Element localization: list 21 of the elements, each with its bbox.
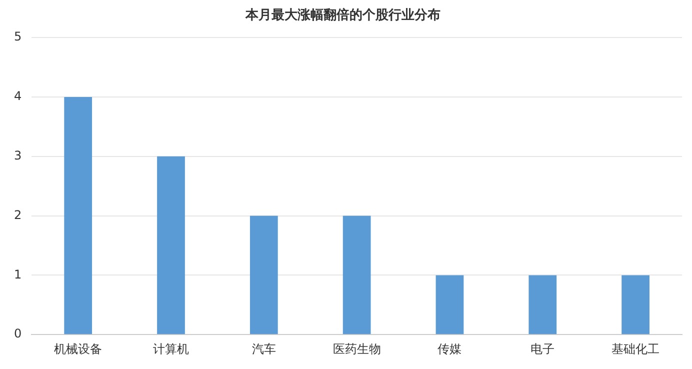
x-tick-label: 传媒 — [438, 342, 462, 356]
y-tick-label: 1 — [14, 267, 22, 282]
x-tick-label: 汽车 — [252, 342, 276, 356]
bar — [157, 156, 185, 334]
y-tick-label: 0 — [14, 326, 22, 341]
y-tick-label: 3 — [14, 148, 22, 163]
bar — [436, 275, 464, 334]
y-tick-label: 5 — [14, 30, 22, 44]
x-tick-label: 基础化工 — [612, 342, 660, 356]
x-tick-label: 机械设备 — [54, 342, 102, 356]
bar — [64, 97, 92, 334]
x-tick-label: 电子 — [530, 342, 555, 356]
y-tick-label: 2 — [14, 208, 22, 222]
bar — [528, 275, 557, 334]
bar — [342, 216, 371, 334]
x-tick-label: 医药生物 — [332, 342, 381, 356]
bar — [622, 275, 650, 334]
bar — [250, 216, 278, 334]
x-tick-label: 计算机 — [153, 342, 189, 356]
y-tick-label: 4 — [14, 89, 22, 104]
chart-title: 本月最大涨幅翻倍的个股行业分布 — [244, 7, 440, 24]
